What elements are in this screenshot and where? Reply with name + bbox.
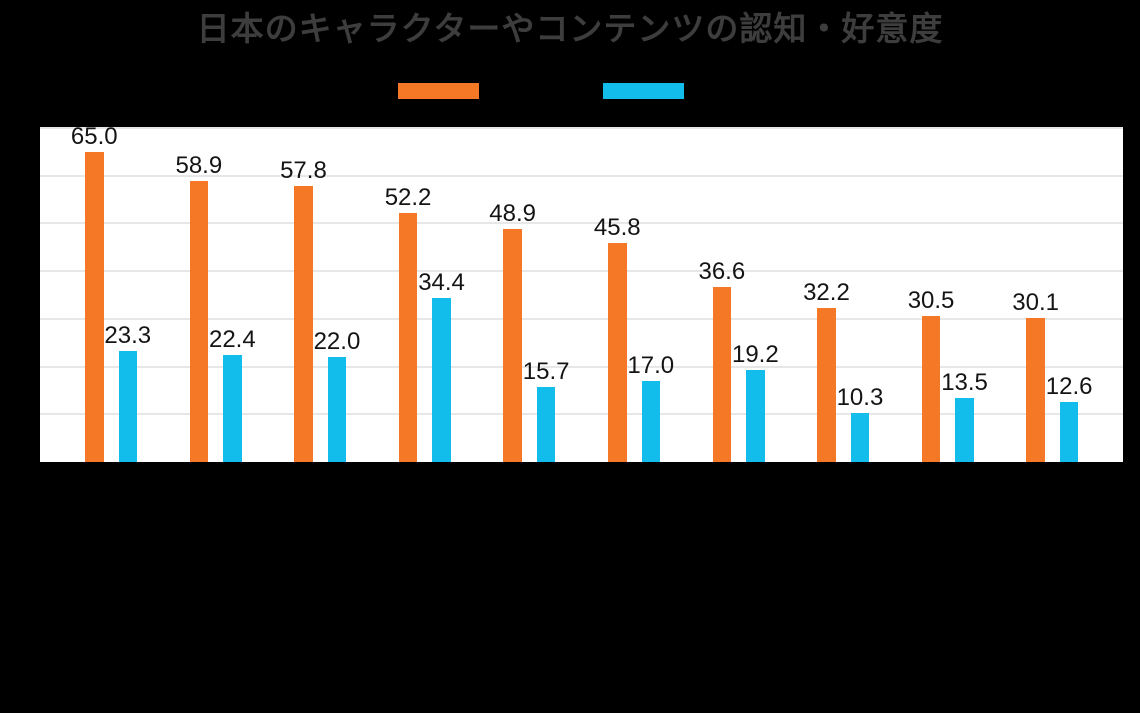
bar-series-orange-5 <box>503 228 522 462</box>
bar-value-label-series-orange-8: 32.2 <box>803 279 850 307</box>
bar-value-label-series-blue-10: 12.6 <box>1045 372 1093 400</box>
gridline-30 <box>40 317 1123 320</box>
gridline-50 <box>40 222 1123 225</box>
bar-series-orange-2 <box>189 180 209 462</box>
gridline-70 <box>40 127 1123 129</box>
bar-value-label-series-orange-9: 30.5 <box>907 287 955 315</box>
bar-series-orange-7 <box>712 287 732 462</box>
bar-series-orange-1 <box>85 151 104 462</box>
bar-series-blue-10 <box>1059 401 1079 462</box>
bar-series-orange-4 <box>398 212 418 462</box>
bar-value-label-series-orange-4: 52.2 <box>384 183 432 211</box>
bar-series-blue-3 <box>327 357 347 462</box>
bar-value-label-series-blue-5: 15.7 <box>522 358 570 386</box>
legend-item-blue <box>603 83 694 99</box>
bar-series-orange-9 <box>921 316 941 462</box>
plot-area: 65.0 23.3 58.9 22.4 57.8 22.0 52.2 34.4 48.9 15.7… <box>40 122 1123 465</box>
bar-value-label-series-blue-6: 17.0 <box>627 351 675 379</box>
gridline-10 <box>40 413 1123 416</box>
legend <box>0 83 1140 99</box>
bar-value-label-series-blue-8: 10.3 <box>836 383 884 411</box>
legend-swatch-blue-icon <box>603 83 684 99</box>
bar-value-label-series-blue-1: 23.3 <box>104 321 152 349</box>
bar-value-label-series-orange-6: 45.8 <box>593 214 641 242</box>
bar-value-label-series-orange-7: 36.6 <box>698 258 746 286</box>
bar-series-orange-3 <box>294 186 313 462</box>
bar-value-label-series-blue-3: 22.0 <box>313 328 361 356</box>
bar-value-label-series-blue-4: 34.4 <box>418 268 465 296</box>
bar-value-label-series-orange-2: 58.9 <box>175 151 223 179</box>
bar-value-label-series-blue-9: 13.5 <box>941 368 988 396</box>
gridline-20 <box>40 365 1123 368</box>
bar-series-orange-6 <box>608 243 627 462</box>
bar-value-label-series-orange-5: 48.9 <box>489 199 536 227</box>
bar-series-blue-4 <box>432 297 451 462</box>
legend-swatch-orange-icon <box>398 83 479 99</box>
bar-series-blue-2 <box>223 355 242 462</box>
bar-value-label-series-orange-10: 30.1 <box>1012 289 1059 317</box>
bar-series-orange-10 <box>1026 318 1045 462</box>
bar-series-blue-1 <box>118 350 137 462</box>
x-axis-line <box>40 462 1123 465</box>
gridline-60 <box>40 174 1123 177</box>
bar-series-blue-8 <box>850 412 870 462</box>
bar-series-orange-8 <box>817 308 836 462</box>
bar-series-blue-6 <box>641 380 660 462</box>
bar-value-label-series-orange-3: 57.8 <box>280 157 327 185</box>
bar-series-blue-9 <box>955 397 974 462</box>
bar-series-blue-5 <box>536 387 556 462</box>
bar-value-label-series-blue-2: 22.4 <box>208 326 256 354</box>
bar-series-blue-7 <box>746 370 765 462</box>
legend-item-orange <box>398 83 489 99</box>
chart-title: 日本のキャラクターやコンテンツの認知・好意度 <box>196 10 944 47</box>
bar-value-label-series-orange-1: 65.0 <box>70 122 118 150</box>
bar-value-label-series-blue-7: 19.2 <box>731 341 779 369</box>
gridline-40 <box>40 270 1123 273</box>
